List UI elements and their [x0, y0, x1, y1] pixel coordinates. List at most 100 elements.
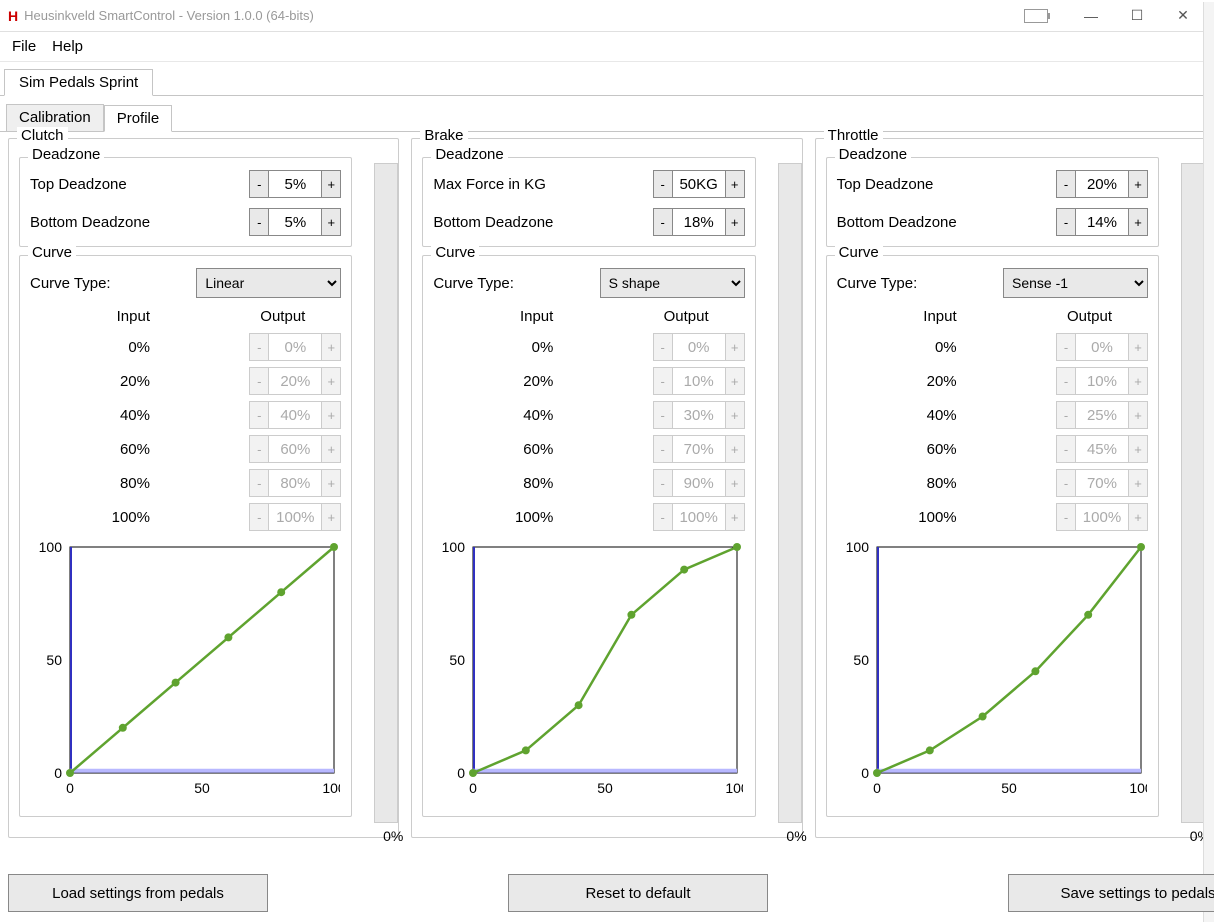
svg-text:100: 100: [726, 780, 744, 796]
decrement-button[interactable]: -: [1056, 208, 1076, 236]
curve-type-select[interactable]: Linear: [196, 268, 341, 298]
input-value: 100%: [837, 509, 967, 526]
stepper-value: 70%: [673, 435, 725, 463]
stepper: - 45% +: [1056, 435, 1148, 463]
svg-text:100: 100: [39, 541, 63, 555]
minimize-button[interactable]: —: [1068, 0, 1114, 32]
decrement-button: -: [249, 503, 269, 531]
curve-legend: Curve: [28, 244, 76, 261]
bottom-button-bar: Load settings from pedals Reset to defau…: [8, 874, 1196, 912]
deadzone-row1-label: Top Deadzone: [30, 176, 249, 193]
stepper[interactable]: - 5% +: [249, 208, 341, 236]
input-value: 20%: [837, 373, 967, 390]
decrement-button[interactable]: -: [1056, 170, 1076, 198]
pedal-legend: Clutch: [17, 127, 68, 144]
increment-button: +: [321, 435, 341, 463]
stepper-value: 0%: [673, 333, 725, 361]
curve-row: 0% - 0% +: [30, 333, 341, 361]
stepper: - 10% +: [653, 367, 745, 395]
tab-profile[interactable]: Profile: [104, 105, 173, 132]
tab-device[interactable]: Sim Pedals Sprint: [4, 69, 153, 96]
decrement-button: -: [249, 401, 269, 429]
stepper[interactable]: - 5% +: [249, 170, 341, 198]
increment-button[interactable]: +: [725, 170, 745, 198]
input-value: 20%: [433, 373, 563, 390]
input-value: 60%: [837, 441, 967, 458]
stepper-value: 20%: [1076, 170, 1128, 198]
deadzone-legend: Deadzone: [835, 146, 911, 163]
increment-button: +: [725, 333, 745, 361]
maximize-button[interactable]: ☐: [1114, 0, 1160, 32]
curve-row: 20% - 20% +: [30, 367, 341, 395]
stepper: - 25% +: [1056, 401, 1148, 429]
stepper[interactable]: - 18% +: [653, 208, 745, 236]
stepper-value: 25%: [1076, 401, 1128, 429]
input-value: 80%: [433, 475, 563, 492]
increment-button[interactable]: +: [321, 170, 341, 198]
decrement-button: -: [1056, 435, 1076, 463]
stepper: - 20% +: [249, 367, 341, 395]
decrement-button[interactable]: -: [249, 208, 269, 236]
input-meter: 0%: [374, 163, 398, 823]
stepper-value: 70%: [1076, 469, 1128, 497]
load-button[interactable]: Load settings from pedals: [8, 874, 268, 912]
svg-text:50: 50: [450, 652, 466, 668]
input-value: 100%: [433, 509, 563, 526]
close-button[interactable]: ✕: [1160, 0, 1206, 32]
curve-type-label: Curve Type:: [837, 275, 1003, 292]
increment-button[interactable]: +: [321, 208, 341, 236]
svg-text:0: 0: [873, 780, 881, 796]
stepper-value: 80%: [269, 469, 321, 497]
increment-button: +: [1128, 503, 1148, 531]
input-value: 60%: [30, 441, 160, 458]
stepper-value: 10%: [1076, 367, 1128, 395]
pedal-panel-throttle: Throttle Deadzone Top Deadzone - 20% + B…: [815, 138, 1206, 846]
stepper-value: 14%: [1076, 208, 1128, 236]
stepper-value: 45%: [1076, 435, 1128, 463]
increment-button: +: [1128, 469, 1148, 497]
stepper-value: 60%: [269, 435, 321, 463]
curve-chart: 050100050100: [30, 541, 340, 801]
stepper-value: 40%: [269, 401, 321, 429]
decrement-button: -: [653, 401, 673, 429]
curve-row: 100% - 100% +: [30, 503, 341, 531]
stepper[interactable]: - 20% +: [1056, 170, 1148, 198]
decrement-button[interactable]: -: [653, 208, 673, 236]
increment-button[interactable]: +: [1128, 208, 1148, 236]
curve-type-select[interactable]: S shape: [600, 268, 745, 298]
svg-text:50: 50: [194, 780, 210, 796]
increment-button: +: [1128, 333, 1148, 361]
increment-button[interactable]: +: [1128, 170, 1148, 198]
decrement-button: -: [1056, 367, 1076, 395]
menu-file[interactable]: File: [12, 38, 36, 55]
svg-text:50: 50: [46, 652, 62, 668]
curve-row: 20% - 10% +: [837, 367, 1148, 395]
decrement-button: -: [249, 367, 269, 395]
stepper: - 100% +: [653, 503, 745, 531]
pedal-fieldset: Throttle Deadzone Top Deadzone - 20% + B…: [815, 138, 1206, 838]
deadzone-fieldset: Deadzone Top Deadzone - 5% + Bottom Dead…: [19, 157, 352, 247]
svg-text:0: 0: [66, 780, 74, 796]
svg-text:100: 100: [845, 541, 869, 555]
curve-type-select[interactable]: Sense -1: [1003, 268, 1148, 298]
decrement-button[interactable]: -: [249, 170, 269, 198]
curve-row: 80% - 70% +: [837, 469, 1148, 497]
stepper: - 0% +: [249, 333, 341, 361]
input-meter: 0%: [1181, 163, 1205, 823]
stepper[interactable]: - 50KG +: [653, 170, 745, 198]
menu-help[interactable]: Help: [52, 38, 83, 55]
device-tabs: Sim Pedals Sprint: [0, 62, 1214, 96]
pedal-legend: Brake: [420, 127, 467, 144]
increment-button[interactable]: +: [725, 208, 745, 236]
deadzone-row1-label: Top Deadzone: [837, 176, 1056, 193]
stepper: - 70% +: [1056, 469, 1148, 497]
reset-button[interactable]: Reset to default: [508, 874, 768, 912]
stepper[interactable]: - 14% +: [1056, 208, 1148, 236]
stepper: - 70% +: [653, 435, 745, 463]
curve-legend: Curve: [431, 244, 479, 261]
save-button[interactable]: Save settings to pedals: [1008, 874, 1214, 912]
stepper-value: 10%: [673, 367, 725, 395]
deadzone-fieldset: Deadzone Top Deadzone - 20% + Bottom Dea…: [826, 157, 1159, 247]
stepper-value: 5%: [269, 170, 321, 198]
decrement-button[interactable]: -: [653, 170, 673, 198]
